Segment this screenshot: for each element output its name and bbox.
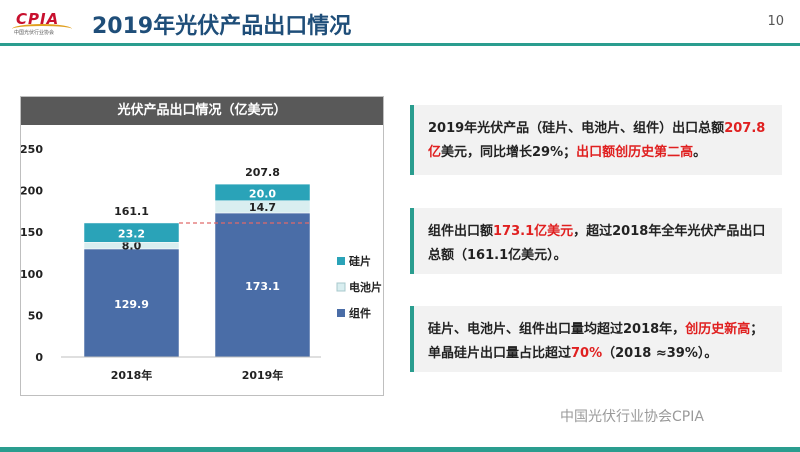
- card-text-part: 2019年光伏产品（硅片、电池片、组件）出口总额: [428, 121, 725, 136]
- card-stripe: [410, 105, 414, 175]
- bar-segment-module: [83, 248, 180, 358]
- y-tick-label: 200: [21, 185, 43, 198]
- card-text-part: ；单晶硅片出口量占比超过: [428, 322, 764, 361]
- legend-label-cell: 电池片: [349, 280, 382, 294]
- bar-segment-wafer: [83, 222, 180, 243]
- watermark: 中国光伏行业协会CPIA: [560, 409, 704, 425]
- data-label-module: 173.1: [245, 280, 280, 293]
- info-card-3: 硅片、电池片、组件出口量均超过2018年，创历史新高；单晶硅片出口量占比超过70…: [410, 306, 782, 372]
- total-label: 161.1: [114, 205, 149, 218]
- chart-title: 光伏产品出口情况（亿美元）: [21, 97, 383, 125]
- legend-label-wafer: 硅片: [349, 254, 371, 268]
- card-text-part: 组件出口额: [428, 224, 494, 239]
- legend-swatch-wafer: [337, 257, 345, 265]
- y-tick-label: 150: [21, 226, 43, 239]
- card-text-part: 。: [693, 145, 707, 160]
- y-tick-label: 0: [35, 351, 43, 364]
- info-card-text: 组件出口额173.1亿美元，超过2018年全年光伏产品出口总额（161.1亿美元…: [428, 220, 772, 268]
- highlight-text: 70%: [571, 346, 603, 361]
- total-label: 207.8: [245, 166, 280, 179]
- highlight-text: 出口额创历史第二高: [576, 145, 694, 160]
- info-card-1: 2019年光伏产品（硅片、电池片、组件）出口总额207.8亿美元，同比增长29%…: [410, 105, 782, 175]
- y-tick-label: 250: [21, 143, 43, 156]
- data-label-module: 129.9: [114, 298, 149, 311]
- card-stripe: [410, 306, 414, 372]
- card-text-part: 硅片、电池片、组件出口量均超过2018年，: [428, 322, 686, 337]
- footer-divider: [0, 447, 800, 452]
- legend-swatch-cell: [336, 282, 346, 292]
- data-label-wafer: 23.2: [118, 228, 145, 241]
- data-label-wafer: 20.0: [249, 187, 276, 200]
- highlight-text: 173.1亿美元: [493, 224, 574, 239]
- logo-subtitle: 中国光伏行业协会: [14, 30, 55, 36]
- page-number: 10: [767, 14, 784, 29]
- card-stripe: [410, 208, 414, 274]
- legend-swatch-module: [337, 309, 345, 317]
- bar-segment-wafer: [214, 183, 311, 202]
- header: CPIA 中国光伏行业协会 2019年光伏产品出口情况 10: [0, 0, 800, 46]
- header-divider: [0, 43, 800, 46]
- info-card-text: 2019年光伏产品（硅片、电池片、组件）出口总额207.8亿美元，同比增长29%…: [428, 117, 772, 165]
- export-chart: 0 50 100 150 200 250 129.9 8.023.2 161.1 2018年 173…: [21, 143, 382, 382]
- x-tick-label: 2019年: [242, 368, 284, 382]
- cpia-logo: CPIA 中国光伏行业协会: [8, 6, 72, 40]
- y-tick-label: 50: [28, 309, 44, 322]
- info-card-text: 硅片、电池片、组件出口量均超过2018年，创历史新高；单晶硅片出口量占比超过70…: [428, 318, 772, 366]
- bar-segment-module: [214, 212, 311, 358]
- data-label-cell: 14.7: [249, 201, 276, 214]
- chart-panel: 光伏产品出口情况（亿美元） 0 50 100 150 200 250 129.9 8.0 23.…: [20, 96, 384, 396]
- card-text-part: 美元，同比增长29%；: [441, 145, 577, 160]
- card-text-part: （2018 ≈39%）。: [602, 346, 718, 361]
- x-tick-label: 2018年: [111, 368, 153, 382]
- data-label-cell: 8.0: [122, 240, 142, 253]
- legend-label-module: 组件: [349, 306, 371, 320]
- y-tick-label: 100: [21, 268, 43, 281]
- highlight-text: 207.8亿: [428, 121, 766, 160]
- page-title: 2019年光伏产品出口情况: [92, 14, 352, 39]
- logo-arc-icon: [12, 24, 72, 34]
- logo-text: CPIA: [16, 10, 60, 28]
- card-text-part: ，超过2018年全年光伏产品出口总额（161.1亿美元）。: [428, 224, 766, 263]
- info-card-2: 组件出口额173.1亿美元，超过2018年全年光伏产品出口总额（161.1亿美元…: [410, 208, 782, 274]
- highlight-text: 创历史新高: [685, 322, 751, 337]
